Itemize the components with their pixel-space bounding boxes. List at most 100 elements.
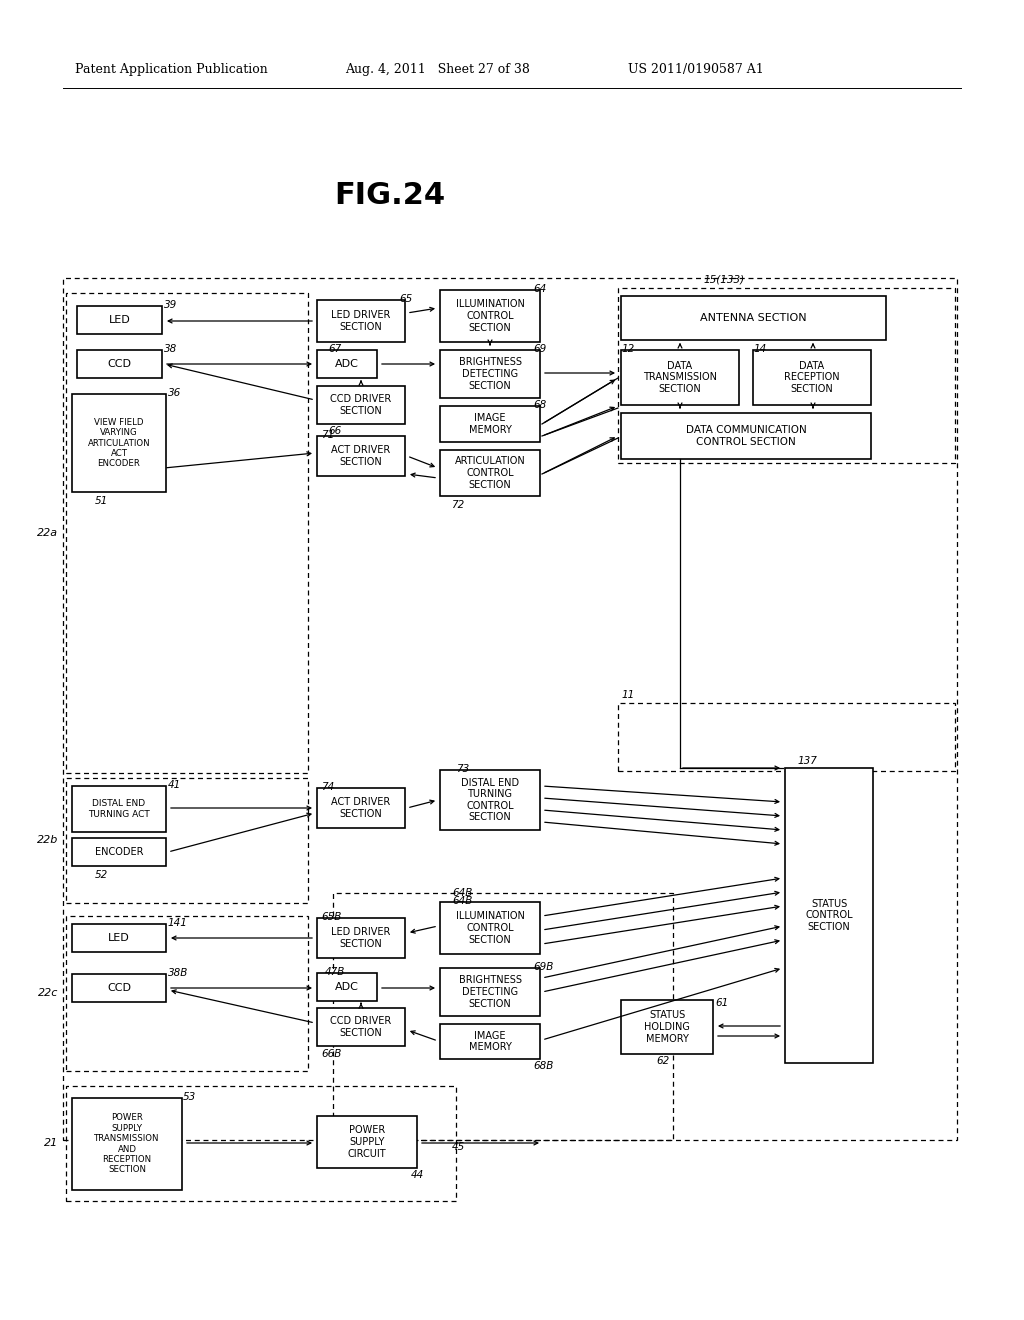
Text: DATA
RECEPTION
SECTION: DATA RECEPTION SECTION bbox=[784, 360, 840, 395]
Text: DISTAL END
TURNING
CONTROL
SECTION: DISTAL END TURNING CONTROL SECTION bbox=[461, 777, 519, 822]
Bar bbox=[66, 293, 308, 774]
Text: ADC: ADC bbox=[335, 982, 359, 993]
Bar bbox=[317, 788, 406, 828]
Bar bbox=[621, 350, 739, 405]
Bar bbox=[440, 290, 540, 342]
Text: DISTAL END
TURNING ACT: DISTAL END TURNING ACT bbox=[88, 800, 150, 818]
Bar bbox=[317, 917, 406, 958]
Bar bbox=[440, 450, 540, 496]
Text: ANTENNA SECTION: ANTENNA SECTION bbox=[700, 313, 807, 323]
Bar bbox=[621, 1001, 713, 1053]
Bar bbox=[618, 288, 955, 463]
Bar bbox=[440, 770, 540, 830]
Text: 71: 71 bbox=[321, 430, 334, 440]
Text: CCD DRIVER
SECTION: CCD DRIVER SECTION bbox=[331, 1016, 391, 1038]
Bar bbox=[618, 704, 955, 771]
Text: 11: 11 bbox=[621, 690, 634, 700]
Text: 36: 36 bbox=[168, 388, 181, 399]
Bar bbox=[317, 1115, 417, 1168]
Text: 52: 52 bbox=[94, 870, 108, 880]
Text: VIEW FIELD
VARYING
ARTICULATION
ACT
ENCODER: VIEW FIELD VARYING ARTICULATION ACT ENCO… bbox=[88, 417, 151, 469]
Bar bbox=[317, 973, 377, 1001]
Text: 68B: 68B bbox=[534, 1061, 553, 1071]
Bar bbox=[317, 300, 406, 342]
Text: Patent Application Publication: Patent Application Publication bbox=[75, 63, 267, 77]
Bar bbox=[317, 436, 406, 477]
Bar bbox=[333, 894, 673, 1140]
Text: 21: 21 bbox=[44, 1138, 58, 1148]
Text: 66B: 66B bbox=[321, 1049, 341, 1059]
Text: 41: 41 bbox=[168, 780, 181, 789]
Bar bbox=[77, 350, 162, 378]
Bar bbox=[317, 1008, 406, 1045]
Bar bbox=[72, 1098, 182, 1191]
Text: 47B: 47B bbox=[325, 968, 345, 977]
Bar bbox=[72, 785, 166, 832]
Text: ILLUMINATION
CONTROL
SECTION: ILLUMINATION CONTROL SECTION bbox=[456, 300, 524, 333]
Text: FIG.24: FIG.24 bbox=[335, 181, 445, 210]
Text: 72: 72 bbox=[452, 500, 465, 510]
Text: STATUS
HOLDING
MEMORY: STATUS HOLDING MEMORY bbox=[644, 1010, 690, 1044]
Text: 45: 45 bbox=[452, 1142, 465, 1152]
Bar bbox=[621, 296, 886, 341]
Text: BRIGHTNESS
DETECTING
SECTION: BRIGHTNESS DETECTING SECTION bbox=[459, 358, 521, 391]
Text: Aug. 4, 2011   Sheet 27 of 38: Aug. 4, 2011 Sheet 27 of 38 bbox=[345, 63, 529, 77]
Bar bbox=[621, 413, 871, 459]
Bar bbox=[66, 1086, 456, 1201]
Text: CCD DRIVER
SECTION: CCD DRIVER SECTION bbox=[331, 395, 391, 416]
Text: POWER
SUPPLY
TRANSMISSION
AND
RECEPTION
SECTION: POWER SUPPLY TRANSMISSION AND RECEPTION … bbox=[94, 1114, 160, 1175]
Text: 53: 53 bbox=[183, 1092, 197, 1102]
Text: ARTICULATION
CONTROL
SECTION: ARTICULATION CONTROL SECTION bbox=[455, 457, 525, 490]
Text: 64B: 64B bbox=[453, 896, 473, 906]
Bar bbox=[440, 1024, 540, 1059]
Bar bbox=[66, 777, 308, 903]
Text: 22a: 22a bbox=[37, 528, 58, 539]
Text: IMAGE
MEMORY: IMAGE MEMORY bbox=[469, 1031, 511, 1052]
Text: 73: 73 bbox=[457, 764, 470, 774]
Bar bbox=[66, 916, 308, 1071]
Text: ACT DRIVER
SECTION: ACT DRIVER SECTION bbox=[332, 797, 390, 818]
Text: CCD: CCD bbox=[108, 359, 131, 370]
Text: BRIGHTNESS
DETECTING
SECTION: BRIGHTNESS DETECTING SECTION bbox=[459, 975, 521, 1008]
Text: ILLUMINATION
CONTROL
SECTION: ILLUMINATION CONTROL SECTION bbox=[456, 911, 524, 945]
Bar bbox=[63, 279, 957, 1140]
Text: 38B: 38B bbox=[168, 968, 188, 978]
Text: LED: LED bbox=[109, 315, 130, 325]
Text: 141: 141 bbox=[168, 917, 187, 928]
Bar bbox=[72, 838, 166, 866]
Text: 64B: 64B bbox=[453, 888, 473, 898]
Text: LED DRIVER
SECTION: LED DRIVER SECTION bbox=[332, 310, 391, 331]
Text: 62: 62 bbox=[656, 1056, 670, 1067]
Bar bbox=[440, 407, 540, 442]
Bar bbox=[317, 385, 406, 424]
Bar bbox=[77, 306, 162, 334]
Text: 68: 68 bbox=[534, 400, 546, 411]
Text: 69: 69 bbox=[534, 345, 546, 354]
Text: LED: LED bbox=[109, 933, 130, 942]
Bar bbox=[440, 350, 540, 399]
Text: US 2011/0190587 A1: US 2011/0190587 A1 bbox=[628, 63, 764, 77]
Text: 12: 12 bbox=[621, 345, 634, 354]
Text: 65B: 65B bbox=[321, 912, 341, 921]
Text: 69B: 69B bbox=[534, 962, 553, 972]
Text: CCD: CCD bbox=[106, 983, 131, 993]
Text: 22b: 22b bbox=[37, 836, 58, 845]
Text: DATA
TRANSMISSION
SECTION: DATA TRANSMISSION SECTION bbox=[643, 360, 717, 395]
Text: 15(133): 15(133) bbox=[703, 275, 744, 284]
Text: 51: 51 bbox=[94, 496, 108, 506]
Bar bbox=[753, 350, 871, 405]
Bar bbox=[72, 924, 166, 952]
Bar bbox=[317, 350, 377, 378]
Text: 38: 38 bbox=[164, 345, 177, 354]
Text: ENCODER: ENCODER bbox=[95, 847, 143, 857]
Bar bbox=[72, 393, 166, 492]
Text: POWER
SUPPLY
CIRCUIT: POWER SUPPLY CIRCUIT bbox=[348, 1126, 386, 1159]
Bar bbox=[440, 902, 540, 954]
Text: 44: 44 bbox=[411, 1170, 424, 1180]
Text: IMAGE
MEMORY: IMAGE MEMORY bbox=[469, 413, 511, 434]
Bar bbox=[72, 974, 166, 1002]
Bar bbox=[440, 968, 540, 1016]
Text: 39: 39 bbox=[164, 300, 177, 310]
Text: 66: 66 bbox=[328, 426, 341, 436]
Text: 64: 64 bbox=[534, 284, 546, 294]
